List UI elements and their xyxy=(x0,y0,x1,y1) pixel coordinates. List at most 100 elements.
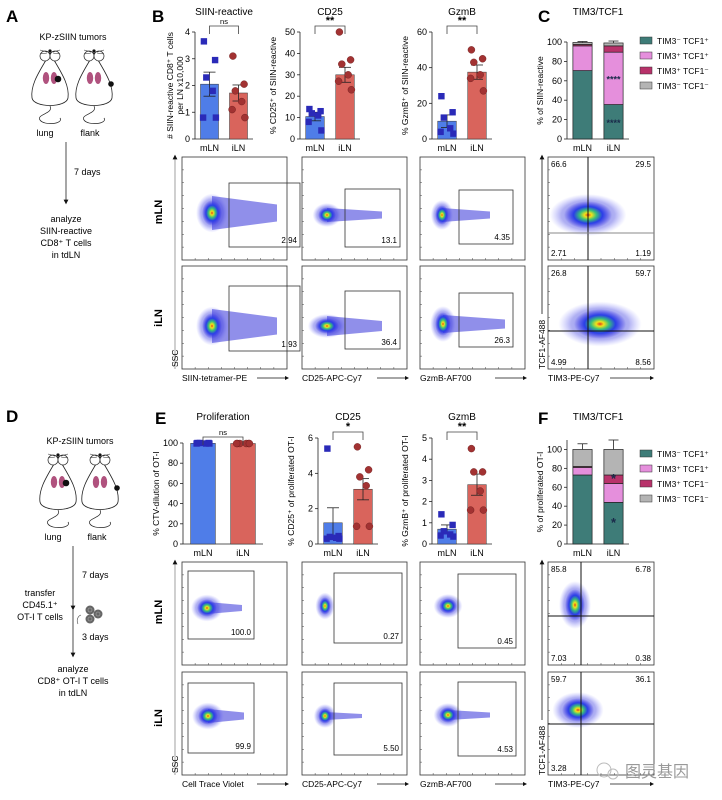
data-point xyxy=(228,105,236,114)
y-axis-label: % CTV-dilution of OT-I xyxy=(151,451,161,536)
gate-box xyxy=(458,292,514,348)
gate-box xyxy=(457,573,517,649)
y-tick-label: 2 xyxy=(308,504,313,514)
legend-label: TIM3⁻ TCF1⁻ xyxy=(657,494,709,504)
gate-box xyxy=(333,572,403,644)
y-tick-label: 80 xyxy=(552,463,562,473)
panel-letter-b: B xyxy=(152,7,164,26)
legend-swatch xyxy=(639,449,653,458)
quadrant-percentage: 7.03 xyxy=(551,654,567,663)
x-tick-label: mLN xyxy=(573,143,592,153)
y-tick-label: 60 xyxy=(552,76,562,86)
x-tick-label: mLN xyxy=(200,143,219,153)
significance-bracket xyxy=(209,25,239,34)
y-tick-label: 4 xyxy=(422,454,427,464)
chart-title: GzmB xyxy=(448,7,476,18)
flow-plot: 5.50 xyxy=(301,671,408,776)
significance-label: ** xyxy=(458,421,467,433)
flow-plot: 2.94 xyxy=(181,156,301,261)
legend-swatch xyxy=(639,494,653,503)
density-core xyxy=(435,205,449,225)
gate-percentage: 13.1 xyxy=(381,236,397,245)
density-core xyxy=(202,313,222,339)
mouse-label-lung: lung xyxy=(36,128,53,138)
data-point xyxy=(479,87,488,95)
data-point xyxy=(211,56,219,64)
data-point xyxy=(440,114,447,121)
bar xyxy=(467,71,487,140)
significance-bracket xyxy=(202,436,244,445)
y-tick-label: 40 xyxy=(168,499,178,509)
data-point xyxy=(467,444,476,453)
y-tick-label: 40 xyxy=(285,48,295,58)
y-tick-label: 4 xyxy=(185,27,190,37)
significance-bracket xyxy=(332,431,364,440)
gate-box xyxy=(344,290,401,350)
data-point xyxy=(335,28,344,36)
stacked-bar-segment xyxy=(572,45,593,71)
significance-annotation: **** xyxy=(606,118,621,128)
data-point xyxy=(364,466,373,474)
density-core xyxy=(435,312,451,336)
data-point xyxy=(478,468,487,476)
data-point xyxy=(347,86,356,94)
x-axis-label: CD25-APC-Cy7 xyxy=(302,373,362,383)
chart-c: TIM3/TCF1 0 20 40 60 80 100% of SIIN-reactive m… xyxy=(535,7,709,153)
data-point xyxy=(365,522,374,531)
data-point xyxy=(196,439,203,447)
data-point xyxy=(308,110,315,117)
legend-swatch xyxy=(639,66,653,75)
y-axis-label: % CD25⁺ of SIIN-reactive xyxy=(268,37,278,134)
chart-b2: CD25 0 10 20 30 40 50 % CD25⁺ of SIIN-reactive m… xyxy=(268,7,360,153)
y-tick-label: 1 xyxy=(185,107,190,117)
density-core xyxy=(318,708,332,724)
mouse-label-flank: flank xyxy=(80,128,100,138)
density-tail xyxy=(443,315,505,333)
y-tick-label: 0 xyxy=(422,134,427,144)
chart-e1: Proliferation 0 20 40 60 80 100% CTV-dilution … xyxy=(151,412,263,558)
significance-annotation: * xyxy=(611,515,617,530)
data-point xyxy=(470,468,478,476)
tumor-icon xyxy=(54,75,62,83)
panel-letter-d: D xyxy=(6,407,18,426)
quadrant-percentage: 26.8 xyxy=(551,269,567,278)
data-point xyxy=(438,511,445,518)
density-core xyxy=(198,707,218,725)
data-point xyxy=(336,535,343,542)
outcome-line: in tdLN xyxy=(59,688,88,698)
watermark: 图灵基因 xyxy=(596,762,689,781)
data-point xyxy=(352,522,361,531)
outcome-line: SIIN-reactive xyxy=(40,226,92,236)
density-core xyxy=(439,707,457,723)
data-point xyxy=(479,506,488,514)
data-point xyxy=(356,473,364,481)
quadrant-percentage: 36.1 xyxy=(635,675,651,684)
panel-letter-c: C xyxy=(538,7,550,26)
y-tick-label: 60 xyxy=(552,482,562,492)
y-tick-label: 0 xyxy=(173,539,178,549)
data-point xyxy=(440,528,447,535)
density-core xyxy=(574,309,626,339)
data-point xyxy=(449,521,456,529)
y-tick-label: 3 xyxy=(185,54,190,64)
step-label: 7 days xyxy=(74,167,101,177)
flow-section-flow_bottom: 100.0 99.9 Cell Trace Violet 0.27 5.50 CD25-A… xyxy=(170,559,655,789)
density-tail xyxy=(212,309,277,343)
data-point xyxy=(344,71,352,79)
y-tick-label: 2 xyxy=(185,81,190,91)
chart-title: GzmB xyxy=(448,412,476,423)
step-label: 3 days xyxy=(82,632,109,642)
data-point xyxy=(203,74,210,81)
y-tick-label: 2 xyxy=(422,497,427,507)
y-tick-label: 4 xyxy=(308,468,313,478)
gate-box xyxy=(228,182,301,248)
gate-percentage: 4.35 xyxy=(494,233,510,242)
y-tick-label: 20 xyxy=(552,115,562,125)
flow-plot: 26.3 xyxy=(419,265,526,370)
gate-percentage: 2.94 xyxy=(281,236,297,245)
stacked-bar-segment xyxy=(603,42,624,47)
x-axis-label: Cell Trace Violet xyxy=(182,779,244,789)
legend-swatch xyxy=(639,51,653,60)
data-point xyxy=(193,440,200,447)
x-axis-label: TIM3-PE-Cy7 xyxy=(548,373,600,383)
